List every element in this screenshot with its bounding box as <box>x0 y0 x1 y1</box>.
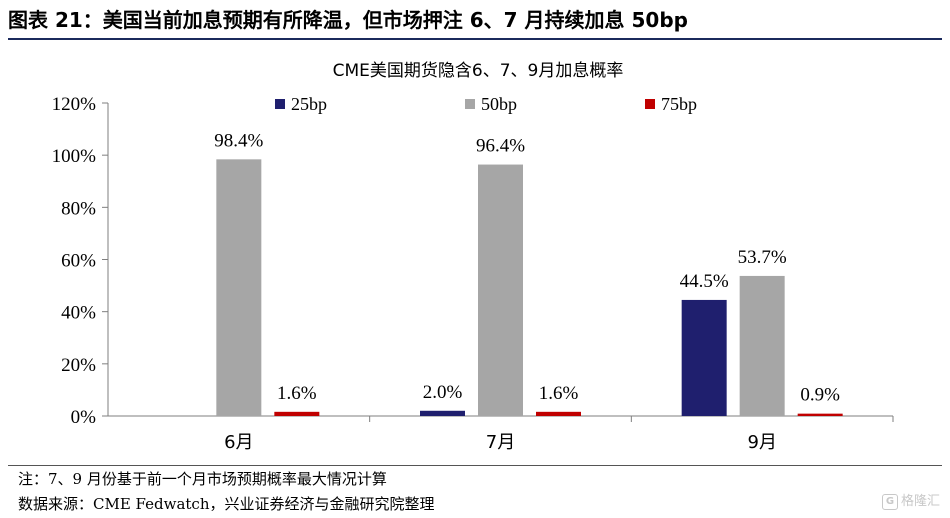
data-label: 1.6% <box>277 383 317 404</box>
legend: 25bp 50bp 75bp <box>275 94 697 114</box>
bar <box>681 299 727 416</box>
watermark-text: 格隆汇 <box>900 494 940 509</box>
x-tick-label: 7月 <box>486 432 515 453</box>
y-tick-label: 80% <box>61 198 96 219</box>
legend-label: 25bp <box>291 94 327 114</box>
y-tick-label: 40% <box>61 303 96 324</box>
data-label: 2.0% <box>423 382 463 403</box>
bar <box>478 164 523 416</box>
x-tick-label: 9月 <box>747 432 776 453</box>
data-label: 44.5% <box>680 271 729 292</box>
data-label: 96.4% <box>476 136 525 157</box>
legend-label: 50bp <box>481 94 517 114</box>
bar <box>536 411 581 416</box>
bar <box>797 413 843 416</box>
legend-swatch <box>275 99 285 109</box>
y-tick-label: 100% <box>52 146 97 167</box>
bar <box>739 275 785 416</box>
footnote: 注：7、9 月份基于前一个月市场预期概率最大情况计算 <box>18 470 387 488</box>
legend-swatch <box>645 99 655 109</box>
bars <box>216 159 843 416</box>
footer-rule <box>8 465 942 466</box>
bar <box>274 411 320 416</box>
y-tick-label: 20% <box>61 355 96 376</box>
x-tick-label: 6月 <box>224 432 253 453</box>
legend-label: 75bp <box>661 94 697 114</box>
figure-title: 图表 21：美国当前加息预期有所降温，但市场押注 6、7 月持续加息 50bp <box>8 8 688 32</box>
legend-swatch <box>465 99 475 109</box>
watermark: G 格隆汇 <box>881 490 940 514</box>
title-rule <box>8 38 942 40</box>
data-label: 98.4% <box>214 130 263 151</box>
source-note: 数据来源：CME Fedwatch，兴业证券经济与金融研究院整理 <box>18 495 435 513</box>
watermark-logo-icon: G <box>881 494 898 510</box>
y-axis: 0% 20% 40% 60% 80% 100% 120% <box>52 94 109 428</box>
chart-svg: CME美国期货隐含6、7、9月加息概率 25bp 50bp 75bp 0% 20% 40… <box>52 61 894 453</box>
y-tick-label: 60% <box>61 251 96 272</box>
y-tick-label: 0% <box>71 407 97 428</box>
data-label: 53.7% <box>738 247 787 268</box>
chart-title: CME美国期货隐含6、7、9月加息概率 <box>333 61 624 81</box>
data-label: 0.9% <box>800 385 840 406</box>
bar <box>420 410 465 416</box>
bar <box>216 159 262 416</box>
x-axis: 6月 7月 9月 <box>108 415 894 453</box>
bar-chart: CME美国期货隐含6、7、9月加息概率 25bp 50bp 75bp 0% 20% 40… <box>0 44 950 464</box>
y-tick-label: 120% <box>52 94 97 115</box>
data-label: 1.6% <box>539 383 579 404</box>
data-labels: 2.0% 44.5% 98.4% 96.4% 53.7% 1.6% 1.6% 0.9% <box>214 130 840 405</box>
